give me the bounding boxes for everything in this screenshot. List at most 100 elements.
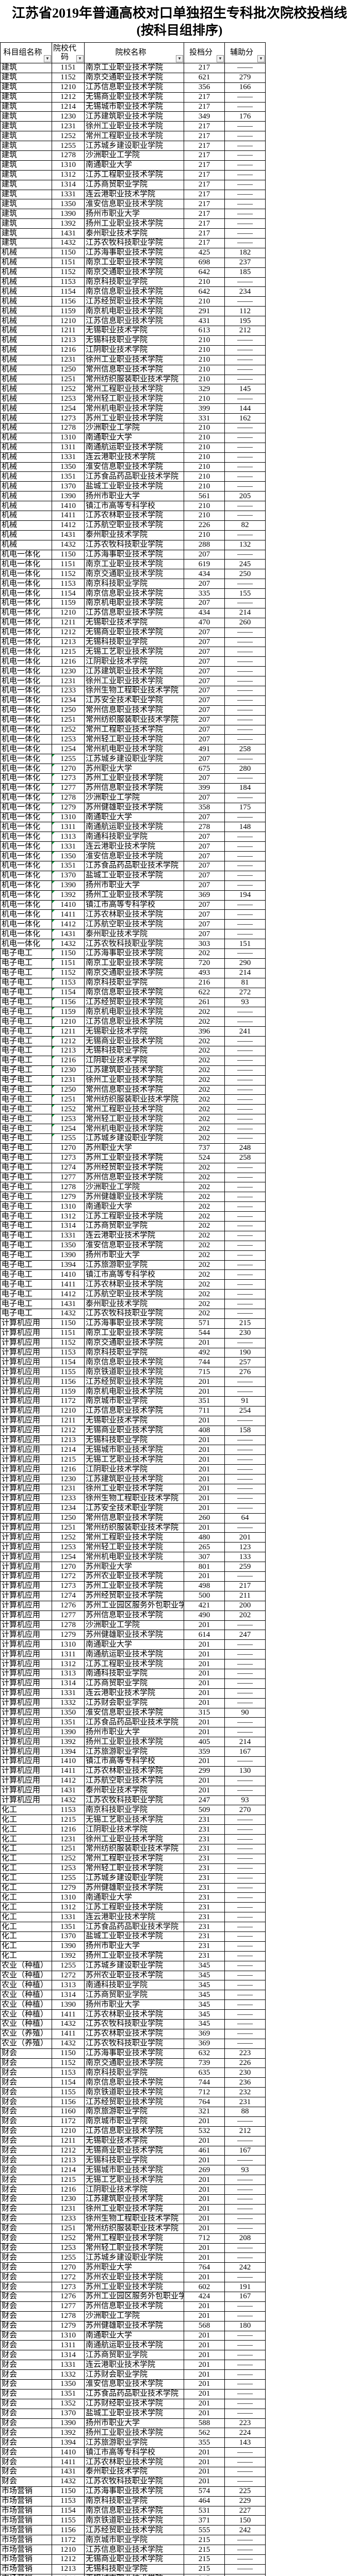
cell-subject-group: 机械 (0, 257, 52, 268)
cell-college-code: 1151 (52, 958, 85, 969)
cell-admission-score: 217 (184, 131, 225, 142)
cell-subject-group: 市场营销 (0, 2564, 52, 2574)
table-row: 建筑 1350 淮安信息职业技术学院 217 —— (0, 199, 266, 210)
cell-admission-score: 202 (184, 1172, 225, 1183)
cell-subject-group: 机电一体化 (0, 617, 52, 628)
cell-college-name: 江苏信息职业技术学院 (84, 1405, 184, 1416)
cell-college-code: 1152 (52, 1337, 85, 1348)
cell-college-name: 扬州工业职业技术学院 (84, 1951, 184, 1961)
filter-dropdown-code-icon[interactable]: ▼ (76, 55, 84, 62)
table-row: 机械 1410 镇江市高等专科学校 210 —— (0, 501, 266, 511)
cell-college-name: 江阴职业技术学院 (84, 1055, 184, 1066)
table-row: 化工 1153 南京科技职业学院 509 270 (0, 1805, 266, 1816)
cell-subject-group: 财会 (0, 2048, 52, 2059)
cell-auxiliary-score: —— (224, 861, 266, 871)
cell-auxiliary-score: 143 (224, 2437, 266, 2448)
filter-dropdown-subject-icon[interactable]: ▼ (44, 55, 51, 62)
table-row: 机械 1251 常州纺织服装职业技术学院 210 —— (0, 374, 266, 385)
cell-college-code: 1310 (52, 1639, 85, 1650)
table-row: 电子电工 1350 淮安信息职业技术学院 202 —— (0, 1240, 266, 1251)
cell-subject-group: 机电一体化 (0, 724, 52, 735)
cell-college-code: 1152 (52, 968, 85, 978)
table-row: 财会 1252 常州工程职业技术学院 712 208 (0, 2233, 266, 2244)
table-row: 机械 1153 南京科技职业学院 210 —— (0, 277, 266, 287)
table-row: 机电一体化 1255 江苏城乡建设职业学院 207 —— (0, 754, 266, 765)
cell-admission-score: 265 (184, 1542, 225, 1553)
cell-college-code: 1231 (52, 1834, 85, 1844)
cell-college-code: 1211 (52, 2136, 85, 2146)
cell-college-name: 无锡职业技术学院 (84, 326, 184, 336)
header-admission-score-label: 投档分 (189, 48, 213, 57)
table-row: 机械 1210 江苏信息职业技术学院 431 195 (0, 316, 266, 327)
cell-auxiliary-score: —— (224, 2272, 266, 2283)
table-row: 机械 1159 南京机电职业技术学院 291 112 (0, 306, 266, 317)
cell-college-code: 1352 (52, 2398, 85, 2409)
cell-college-name: 徐州工业职业技术学院 (84, 354, 184, 365)
table-row: 财会 1392 扬州工业职业技术学院 562 224 (0, 2428, 266, 2438)
cell-subject-group: 电子电工 (0, 1143, 52, 1154)
cell-college-name: 徐州生物工程职业技术学院 (84, 2213, 184, 2224)
cell-college-code: 1311 (52, 1649, 85, 1660)
cell-college-code: 1351 (52, 471, 85, 482)
cell-subject-group: 电子电工 (0, 1094, 52, 1105)
table-row: 市场营销 1156 江苏经贸职业技术学院 555 242 (0, 2525, 266, 2536)
table-row: 财会 1350 淮安信息职业技术学院 201 —— (0, 2379, 266, 2389)
cell-college-code: 1278 (52, 422, 85, 433)
cell-admission-score: 231 (184, 1941, 225, 1952)
cell-college-name: 江苏工程职业技术学院 (84, 1902, 184, 1913)
cell-auxiliary-score: —— (224, 2466, 266, 2477)
cell-subject-group: 财会 (0, 2213, 52, 2224)
cell-admission-score: 201 (184, 1717, 225, 1728)
cell-college-code: 1216 (52, 1055, 85, 1066)
cell-college-name: 无锡商业职业技术学院 (84, 1425, 184, 1436)
cell-college-code: 1412 (52, 520, 85, 531)
cell-auxiliary-score: —— (224, 666, 266, 677)
cell-admission-score: 210 (184, 335, 225, 346)
cell-auxiliary-score: —— (224, 121, 266, 132)
cell-admission-score: 231 (184, 1815, 225, 1825)
filter-dropdown-aux-icon[interactable]: ▼ (257, 55, 265, 62)
cell-college-code: 1154 (52, 987, 85, 998)
cell-subject-group: 机械 (0, 422, 52, 433)
cell-college-code: 1252 (52, 1532, 85, 1543)
table-row: 机械 1432 江苏农牧科技职业学院 288 132 (0, 539, 266, 550)
filter-dropdown-score-icon[interactable]: ▼ (217, 55, 224, 62)
table-row: 机电一体化 1154 南京信息职业技术学院 335 155 (0, 588, 266, 599)
cell-college-code: 1214 (52, 101, 85, 112)
cell-subject-group: 计算机应用 (0, 1678, 52, 1689)
cell-college-name: 苏州工业职业技术学院 (84, 2282, 184, 2292)
cell-college-name: 扬州市职业大学 (84, 491, 184, 502)
cell-college-name: 南通航运职业技术学院 (84, 442, 184, 453)
cell-college-name: 江苏航空职业技术学院 (84, 919, 184, 930)
header-auxiliary-score-label: 辅助分 (230, 48, 253, 57)
title-line-1: 江苏省2019年普通高校对口单独招生专科批次院校投档线 (11, 6, 347, 21)
cell-subject-group: 计算机应用 (0, 1600, 52, 1611)
cell-college-code: 1278 (52, 1620, 85, 1631)
table-row: 机械 1273 苏州工业职业技术学院 331 162 (0, 413, 266, 423)
cell-auxiliary-score: —— (224, 637, 266, 648)
cell-admission-score: 207 (184, 754, 225, 765)
cell-college-code: 1213 (52, 1045, 85, 1056)
table-row: 市场营销 1153 南京科技职业学院 464 229 (0, 2496, 266, 2506)
cell-auxiliary-score: —— (224, 277, 266, 287)
cell-subject-group: 财会 (0, 2476, 52, 2487)
cell-auxiliary-score: 145 (224, 384, 266, 395)
cell-college-name: 苏州职业大学 (84, 1143, 184, 1154)
cell-college-name: 无锡科技职业学院 (84, 2155, 184, 2166)
table-row: 计算机应用 1311 南通航运职业技术学院 201 —— (0, 1649, 266, 1660)
cell-subject-group: 财会 (0, 2311, 52, 2321)
cell-college-code: 1331 (52, 841, 85, 852)
cell-subject-group: 市场营销 (0, 2545, 52, 2555)
cell-admission-score: 210 (184, 296, 225, 307)
cell-admission-score: 201 (184, 2369, 225, 2380)
cell-subject-group: 化工 (0, 1892, 52, 1903)
cell-admission-score: 201 (184, 2243, 225, 2253)
table-row: 计算机应用 1278 沙洲职业工学院 201 —— (0, 1620, 266, 1631)
cell-auxiliary-score: 93 (224, 1795, 266, 1806)
cell-auxiliary-score: —— (224, 2116, 266, 2127)
cell-admission-score: 217 (184, 179, 225, 190)
cell-auxiliary-score: 151 (224, 939, 266, 950)
cell-admission-score: 720 (184, 958, 225, 969)
filter-dropdown-name-icon[interactable]: ▼ (176, 55, 183, 62)
cell-college-name: 无锡工艺职业技术学院 (84, 2175, 184, 2185)
